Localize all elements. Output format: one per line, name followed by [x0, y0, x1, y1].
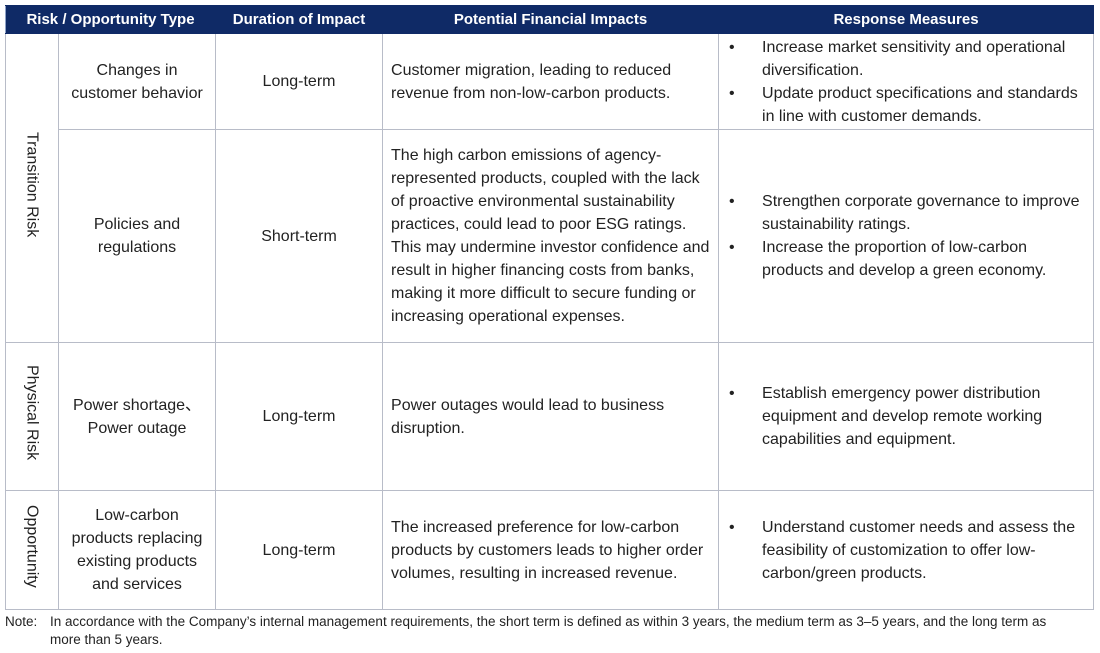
measure-item: Increase market sensitivity and operatio…	[727, 36, 1085, 82]
measure-item: Establish emergency power distribution e…	[727, 382, 1085, 451]
risk-table: Risk / Opportunity Type Duration of Impa…	[4, 5, 1095, 610]
measures-list: Establish emergency power distribution e…	[727, 382, 1085, 451]
measures-cell: Understand customer needs and assess the…	[718, 490, 1095, 610]
measures-list: Increase market sensitivity and operatio…	[727, 36, 1085, 128]
group-cell: Physical Risk	[5, 342, 59, 491]
measures-cell: Establish emergency power distribution e…	[718, 342, 1095, 491]
impacts-cell: The high carbon emissions of agency-repr…	[382, 129, 720, 343]
type-cell: Power shortage、Power outage	[57, 342, 217, 491]
header-cell: Duration of Impact	[215, 5, 384, 34]
impacts-cell: Power outages would lead to business dis…	[382, 342, 720, 491]
group-label: Opportunity	[23, 505, 41, 588]
group-label: Physical Risk	[23, 365, 41, 461]
measure-item: Increase the proportion of low-carbon pr…	[727, 236, 1085, 282]
duration-cell: Long-term	[215, 342, 384, 491]
type-cell: Low-carbon products replacing existing p…	[57, 490, 217, 610]
group-cell: Opportunity	[5, 490, 59, 610]
header-row: Risk / Opportunity Type Duration of Impa…	[4, 5, 1095, 34]
group-label: Transition Risk	[23, 131, 41, 238]
duration-cell: Long-term	[215, 33, 384, 130]
note-text: In accordance with the Company’s interna…	[50, 614, 1047, 647]
duration-cell: Long-term	[215, 490, 384, 610]
measures-cell: Strengthen corporate governance to impro…	[718, 129, 1095, 343]
table-row: Opportunity Low-carbon products replacing…	[5, 490, 1095, 610]
measures-cell: Increase market sensitivity and operatio…	[718, 33, 1095, 130]
impacts-cell: Customer migration, leading to reduced r…	[382, 33, 720, 130]
measure-item: Strengthen corporate governance to impro…	[727, 190, 1085, 236]
duration-cell: Short-term	[215, 129, 384, 343]
note-label: Note:	[5, 614, 38, 629]
group-cell: Transition Risk	[5, 33, 59, 343]
header-cell: Potential Financial Impacts	[382, 5, 720, 34]
header-cell: Response Measures	[718, 5, 1095, 34]
measure-item: Understand customer needs and assess the…	[727, 516, 1085, 585]
table-body: Transition Risk Changes in customer behav…	[5, 33, 1095, 610]
table-row: Physical Risk Power shortage、Power outage…	[5, 342, 1095, 491]
table-row: Transition Risk Changes in customer behav…	[5, 33, 1095, 343]
type-cell: Changes in customer behavior	[57, 33, 217, 130]
impacts-cell: The increased preference for low-carbon …	[382, 490, 720, 610]
note: Note: In accordance with the Company’s i…	[5, 613, 1080, 649]
table-row: Policies and regulations Short-term The hi…	[6, 129, 1095, 343]
measure-item: Update product specifications and standa…	[727, 82, 1085, 128]
measures-list: Understand customer needs and assess the…	[727, 516, 1085, 585]
measures-list: Strengthen corporate governance to impro…	[727, 190, 1085, 282]
header-cell: Risk / Opportunity Type	[4, 5, 217, 34]
type-cell: Policies and regulations	[57, 129, 217, 343]
